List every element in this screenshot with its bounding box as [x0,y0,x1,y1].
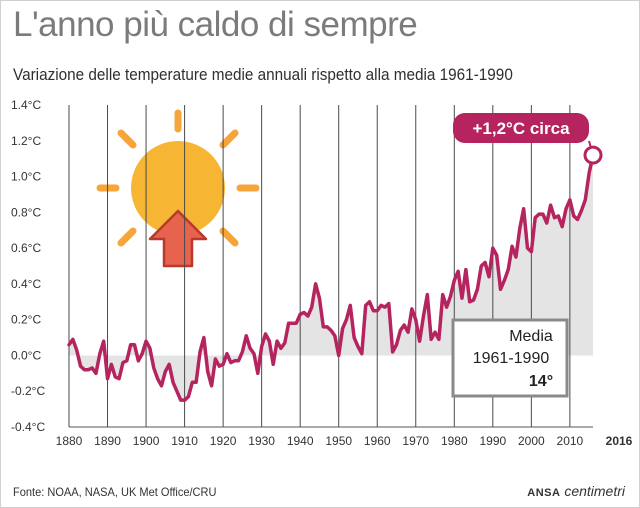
brand-name: centimetri [564,483,625,499]
brand-agency: ANSA [527,487,561,499]
peak-label-box [453,113,589,143]
y-tick-label: 1.2°C [11,134,41,148]
mean-value: 14° [529,373,553,390]
y-tick-label: -0.2°C [11,384,45,398]
y-tick-label: 0.6°C [11,241,41,255]
x-tick-label-last: 2016 [606,434,633,448]
x-tick-label: 1890 [94,434,121,448]
x-tick-label: 1920 [210,434,237,448]
temperature-chart: 1.4°C 1.2°C 1.0°C 0.8°C 0.6°C 0.4°C 0.2°C 0.0°C… [11,98,633,448]
chart-subtitle: Variazione delle temperature medie annua… [13,65,513,84]
mean-label-line1: Media [509,328,553,345]
y-tick-label: 0.0°C [11,348,41,362]
source-note: Fonte: NOAA, NASA, UK Met Office/CRU [13,485,217,499]
x-tick-label: 1990 [479,434,506,448]
y-tick-label: 0.4°C [11,277,41,291]
y-tick-label: 0.2°C [11,313,41,327]
x-tick-label: 2010 [557,434,584,448]
x-tick-label: 1900 [133,434,160,448]
x-tick-label: 1950 [325,434,352,448]
x-tick-label: 1910 [171,434,198,448]
peak-label: +1,2°C circa [472,119,570,138]
y-tick-label: 1.4°C [11,98,41,112]
brand-logo: ANSA centimetri [527,483,625,499]
x-tick-label: 1940 [287,434,314,448]
x-tick-label: 2000 [518,434,545,448]
x-tick-label: 1980 [441,434,468,448]
x-tick-label: 1930 [248,434,275,448]
up-arrow-icon [148,209,208,268]
y-tick-label: 1.0°C [11,170,41,184]
mean-label-line2: 1961-1990 [473,350,550,367]
peak-marker [583,145,603,165]
sun-icon [96,109,260,263]
anomaly-line [67,153,595,402]
page-title: L'anno più caldo di sempre [13,5,418,44]
y-tick-label: 0.8°C [11,205,41,219]
mean-label-box [451,318,569,398]
x-tick-label: 1960 [364,434,391,448]
y-tick-label: -0.4°C [11,420,45,434]
x-tick-label: 1880 [56,434,83,448]
x-tick-label: 1970 [402,434,429,448]
